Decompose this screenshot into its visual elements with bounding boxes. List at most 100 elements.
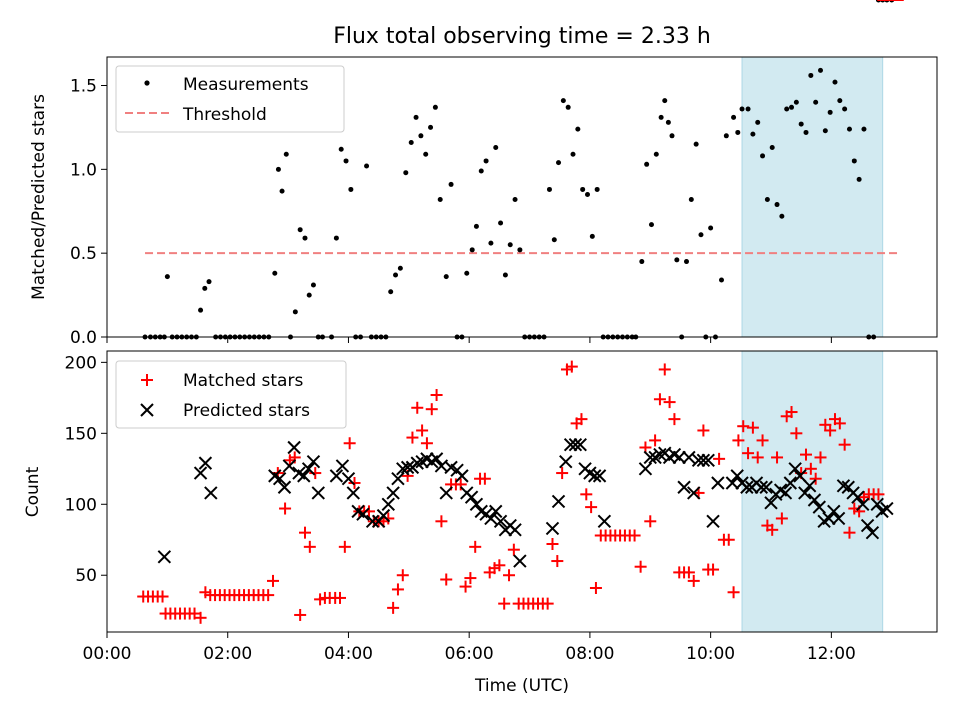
predicted-star-point — [687, 486, 701, 500]
measurement-point — [198, 307, 204, 313]
predicted-star-point — [836, 479, 851, 493]
measurement-point — [764, 197, 770, 203]
matched-star-point — [430, 388, 443, 401]
measurement-point — [580, 186, 586, 192]
x-tick-label: 04:00 — [324, 644, 373, 664]
matched-star-point — [262, 589, 275, 602]
predicted-star-point — [391, 472, 405, 486]
measurement-point — [760, 153, 766, 159]
matched-star-point — [580, 488, 593, 501]
measurement-point — [639, 259, 645, 265]
measurement-point — [731, 114, 737, 120]
measurement-point — [517, 247, 523, 253]
top-y-axis-label: Matched/Predicted stars — [29, 94, 49, 300]
matched-star-point — [804, 462, 817, 475]
predicted-star-point — [764, 496, 778, 510]
predicted-star-point — [282, 459, 297, 473]
measurement-point — [292, 309, 298, 315]
matched-star-point — [267, 574, 279, 587]
measurement-point — [808, 72, 814, 78]
measurement-point — [584, 191, 590, 197]
measurement-point — [674, 257, 680, 263]
predicted-star-point — [559, 454, 573, 469]
measurement-point — [570, 151, 576, 157]
measurement-point — [448, 181, 454, 187]
measurement-point — [665, 119, 671, 125]
matched-star-point — [833, 417, 846, 430]
measurement-point — [469, 247, 475, 253]
top-x-ticks — [106, 337, 832, 343]
predicted-star-point — [802, 479, 817, 493]
measurement-point — [683, 259, 689, 265]
x-tick-label: 00:00 — [83, 644, 132, 664]
bottom-panel: 50 100 150 200 00:00 02:00 04:00 06:00 08:00 10:… — [23, 0, 938, 696]
measurement-point — [575, 126, 581, 132]
matched-star-point — [589, 582, 602, 595]
matched-star-point — [707, 563, 720, 576]
matched-star-point — [498, 597, 511, 610]
predicted-star-point — [386, 486, 400, 500]
y-tick-label: 150 — [65, 424, 97, 444]
measurement-point — [164, 274, 170, 280]
predicted-star-point — [356, 507, 370, 521]
matched-star-point — [697, 424, 710, 437]
matched-star-point — [713, 452, 726, 465]
measurement-point — [755, 119, 761, 125]
measurement-point — [333, 235, 339, 241]
predicted-star-point — [592, 469, 607, 483]
matched-star-point — [722, 533, 735, 546]
predicted-star-point — [677, 480, 691, 494]
predicted-star-point — [754, 480, 769, 494]
predicted-star-point — [306, 454, 321, 469]
matched-star-point — [663, 396, 676, 409]
matched-star-point — [766, 523, 779, 536]
legend-predicted-label: Predicted stars — [183, 401, 310, 421]
matched-star-point — [454, 478, 467, 491]
measurement-point — [551, 237, 557, 243]
matched-star-point — [188, 607, 201, 620]
matched-star-point — [585, 501, 598, 514]
predicted-star-point — [297, 469, 311, 483]
predicted-star-point — [301, 462, 316, 476]
matched-star-point — [541, 597, 554, 610]
bottom-axes-frame — [106, 350, 938, 633]
top-panel: 0.0 0.5 1.0 1.5 Matched/Predicted stars Mea… — [29, 0, 938, 348]
predicted-star-point — [725, 476, 740, 490]
measurement-point — [662, 98, 668, 104]
measurement-point — [798, 121, 804, 127]
legend-threshold-label: Threshold — [182, 105, 267, 125]
measurement-point — [856, 176, 862, 182]
measurement-point — [784, 106, 790, 112]
measurement-point — [338, 146, 344, 152]
matched-star-point — [391, 583, 404, 596]
measurement-point — [206, 279, 212, 285]
predicted-star-point — [653, 447, 667, 462]
bottom-x-ticks: 00:00 02:00 04:00 06:00 08:00 10:00 12:00 — [83, 632, 856, 664]
measurement-point — [310, 282, 316, 288]
y-tick-label: 100 — [65, 495, 97, 515]
predicted-star-point — [493, 514, 508, 529]
measurement-point — [437, 197, 443, 203]
matched-star-point — [156, 590, 169, 603]
predicted-star-point — [272, 472, 287, 486]
predicted-star-point — [376, 508, 391, 523]
predicted-star-point — [865, 525, 880, 540]
measurement-point — [735, 129, 741, 135]
predicted-star-point — [759, 480, 773, 494]
matched-star-point — [411, 401, 424, 414]
predicted-star-point — [822, 511, 836, 526]
predicted-star-point — [880, 501, 894, 516]
matched-star-point — [814, 451, 827, 464]
matched-star-point — [556, 467, 569, 480]
measurement-point — [498, 220, 504, 226]
measurement-point — [648, 222, 654, 228]
measurement-point — [750, 131, 756, 137]
top-highlight-span — [741, 56, 884, 338]
x-tick-label: 06:00 — [445, 644, 494, 664]
measurement-point — [432, 104, 438, 110]
matched-star-point — [809, 472, 822, 485]
x-tick-label: 12:00 — [807, 644, 856, 664]
predicted-star-point — [157, 550, 172, 564]
measurement-point — [745, 106, 751, 112]
x-tick-label: 08:00 — [565, 644, 614, 664]
